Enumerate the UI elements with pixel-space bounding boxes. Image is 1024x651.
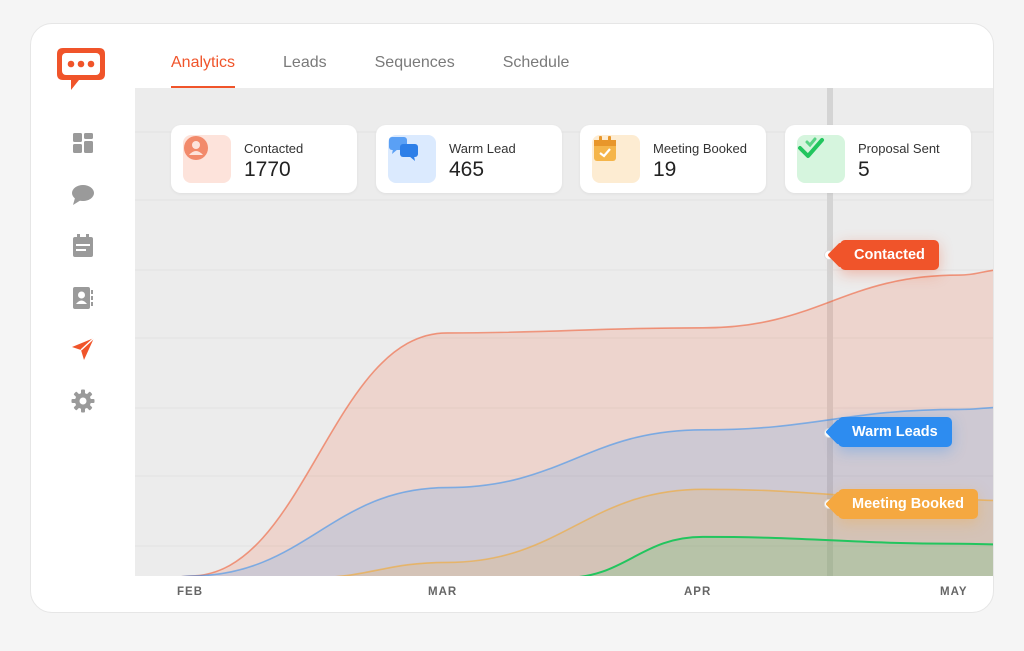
x-tick-label: MAY bbox=[940, 586, 968, 598]
stat-card-contacted: Contacted 1770 bbox=[171, 125, 357, 193]
stat-value: 19 bbox=[653, 158, 677, 181]
series-line bbox=[181, 269, 993, 576]
analytics-chart: Contacted 1770 Warm Lead 465 Meeting Boo… bbox=[135, 88, 993, 576]
x-tick-label: APR bbox=[684, 586, 712, 598]
series-area bbox=[170, 407, 993, 576]
stat-label: Meeting Booked bbox=[653, 141, 747, 156]
x-tick-label: MAR bbox=[428, 586, 458, 598]
stat-card-warm-lead: Warm Lead 465 bbox=[376, 125, 562, 193]
chat-icon[interactable] bbox=[71, 183, 95, 207]
stat-label: Warm Lead bbox=[449, 141, 516, 156]
tab-bar: Analytics Leads Sequences Schedule bbox=[171, 53, 617, 89]
stat-label: Proposal Sent bbox=[858, 141, 940, 156]
send-icon[interactable] bbox=[71, 337, 95, 361]
stat-value: 465 bbox=[449, 158, 485, 181]
stat-card-proposal-sent: Proposal Sent 5 bbox=[785, 125, 971, 193]
dashboard-icon[interactable] bbox=[71, 131, 95, 155]
tab-analytics[interactable]: Analytics bbox=[171, 53, 236, 89]
calendar-check-icon bbox=[592, 135, 640, 183]
brand-logo bbox=[55, 44, 107, 94]
tab-leads[interactable]: Leads bbox=[283, 54, 327, 71]
series-line bbox=[181, 406, 993, 576]
hover-line bbox=[827, 88, 833, 576]
stat-value: 5 bbox=[858, 158, 870, 181]
chart-svg bbox=[135, 88, 993, 576]
callout-label: Contacted bbox=[854, 247, 925, 263]
series-line bbox=[578, 535, 993, 576]
tab-sequences[interactable]: Sequences bbox=[374, 54, 455, 71]
callout-label: Meeting Booked bbox=[852, 496, 964, 512]
stat-card-meeting-booked: Meeting Booked 19 bbox=[580, 125, 766, 193]
callout-warm-leads: Warm Leads bbox=[838, 417, 952, 447]
series-area bbox=[563, 536, 993, 576]
app-window: Analytics Leads Sequences Schedule Conta… bbox=[30, 23, 994, 613]
series-area bbox=[170, 270, 993, 576]
callout-contacted: Contacted bbox=[840, 240, 939, 270]
calendar-icon[interactable] bbox=[71, 234, 95, 258]
gear-icon[interactable] bbox=[71, 389, 95, 413]
tab-schedule[interactable]: Schedule bbox=[502, 54, 570, 71]
stat-value: 1770 bbox=[244, 158, 291, 181]
stat-label: Contacted bbox=[244, 141, 304, 156]
person-icon bbox=[183, 135, 231, 183]
contacts-icon[interactable] bbox=[71, 286, 95, 310]
x-tick-label: FEB bbox=[177, 586, 203, 598]
callout-meeting-booked: Meeting Booked bbox=[838, 489, 978, 519]
series-area bbox=[307, 489, 993, 576]
chat-bubbles-icon bbox=[388, 135, 436, 183]
checkmark-icon bbox=[797, 135, 845, 183]
callout-label: Warm Leads bbox=[852, 424, 938, 440]
